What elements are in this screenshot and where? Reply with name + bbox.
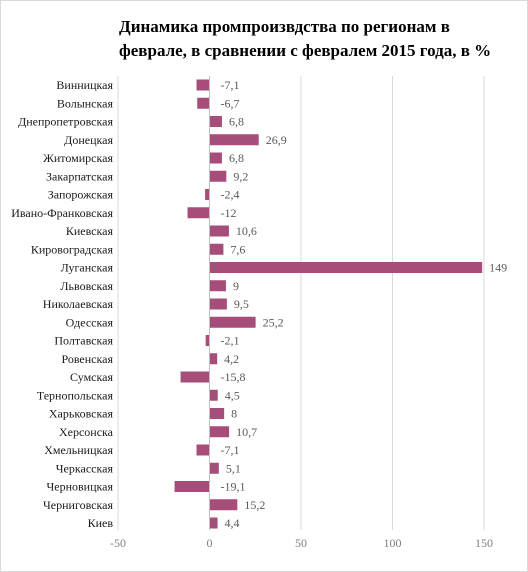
category-label-20: Херсонска xyxy=(59,425,114,439)
bar-7 xyxy=(205,189,210,200)
value-label-16: 4,2 xyxy=(224,352,239,366)
category-label-2: Волынская xyxy=(57,96,114,110)
value-label-10: 7,6 xyxy=(230,242,245,256)
bar-2 xyxy=(197,97,210,109)
category-label-21: Хмельницкая xyxy=(44,443,113,457)
value-label-12: 9 xyxy=(233,279,239,293)
x-axis-ticks: -50 0 50 100 150 xyxy=(110,536,493,550)
value-label-14: 25,2 xyxy=(263,315,284,329)
bar-21 xyxy=(196,444,210,456)
bar-6 xyxy=(209,170,227,182)
bar-8 xyxy=(187,207,210,219)
value-label-19: 8 xyxy=(231,407,237,421)
category-label-15: Полтавская xyxy=(54,334,113,348)
x-tick-label-2: 0 xyxy=(207,536,213,550)
bar-1 xyxy=(196,79,210,91)
chart-title: Динамика промпроизвдства по регионам в ф… xyxy=(101,15,521,63)
category-label-9: Киевская xyxy=(66,224,114,238)
category-label-1: Винницкая xyxy=(56,78,113,92)
value-label-18: 4,5 xyxy=(225,388,240,402)
category-label-17: Сумская xyxy=(70,370,113,384)
value-label-6: 9,2 xyxy=(233,169,248,183)
bar-24 xyxy=(209,499,238,511)
value-label-9: 10,6 xyxy=(236,224,257,238)
chart-title-line-2: феврале, в сравнении с февралем 2015 год… xyxy=(119,41,492,60)
category-label-13: Николаевская xyxy=(43,297,114,311)
value-label-22: 5,1 xyxy=(226,461,241,475)
bars xyxy=(174,76,483,530)
category-label-3: Днепропетровская xyxy=(18,115,113,129)
value-label-5: 6,8 xyxy=(229,151,244,165)
x-tick-label-5: 150 xyxy=(475,536,493,550)
category-label-19: Харьковская xyxy=(49,407,114,421)
category-labels: Винницкая Волынская Днепропетровская Донецк… xyxy=(11,78,113,530)
value-label-3: 6,8 xyxy=(229,115,244,129)
category-label-23: Черновицкая xyxy=(46,480,113,494)
value-label-13: 9,5 xyxy=(234,297,249,311)
category-label-7: Запорожская xyxy=(48,188,114,202)
chart-title-line-1: Динамика промпроизвдства по регионам в xyxy=(119,17,450,36)
bar-17 xyxy=(180,371,210,383)
bar-20 xyxy=(209,426,230,438)
value-label-8: -12 xyxy=(221,206,237,220)
value-label-1: -7,1 xyxy=(221,78,240,92)
bar-18 xyxy=(209,389,218,401)
category-label-14: Одесская xyxy=(66,315,114,329)
category-label-25: Киев xyxy=(88,516,114,530)
category-label-8: Ивано-Франковская xyxy=(11,206,113,220)
bar-3 xyxy=(209,116,222,127)
value-label-21: -7,1 xyxy=(221,443,240,457)
bar-5 xyxy=(209,152,222,164)
category-label-22: Черкасская xyxy=(56,461,114,475)
bar-11 xyxy=(209,262,483,273)
category-label-6: Закарпатская xyxy=(46,169,113,183)
value-label-23: -19,1 xyxy=(221,480,246,494)
category-label-11: Луганская xyxy=(61,261,114,275)
x-tick-label-1: -50 xyxy=(110,536,126,550)
value-label-25: 4,4 xyxy=(225,516,240,530)
value-label-15: -2,1 xyxy=(221,334,240,348)
category-label-4: Донецкая xyxy=(64,133,113,147)
bar-10 xyxy=(209,243,224,255)
category-label-16: Ровенская xyxy=(61,352,113,366)
gridlines xyxy=(117,76,485,530)
bar-25 xyxy=(209,517,218,529)
bar-23 xyxy=(174,481,210,492)
bar-22 xyxy=(209,462,219,474)
value-labels: -7,1 -6,7 6,8 26,9 6,8 9,2 -2,4 -12 10,6 7,6 149 9 9… xyxy=(221,78,508,530)
x-tick-label-3: 50 xyxy=(295,536,307,550)
value-label-20: 10,7 xyxy=(236,425,257,439)
x-tick-label-4: 100 xyxy=(384,536,402,550)
bar-4 xyxy=(209,134,259,146)
bar-9 xyxy=(209,225,229,237)
bar-14 xyxy=(209,316,256,328)
value-label-24: 15,2 xyxy=(244,498,265,512)
value-label-11: 149 xyxy=(489,261,507,275)
category-label-10: Кировоградская xyxy=(31,242,114,256)
bar-16 xyxy=(209,353,218,365)
bar-19 xyxy=(209,408,225,419)
value-label-7: -2,4 xyxy=(221,188,240,202)
value-label-2: -6,7 xyxy=(221,96,240,110)
category-label-24: Черниговская xyxy=(43,498,113,512)
bar-13 xyxy=(209,298,227,310)
category-label-12: Львовская xyxy=(60,279,113,293)
value-label-4: 26,9 xyxy=(266,133,287,147)
category-label-18: Тернопольская xyxy=(37,388,114,402)
bar-15 xyxy=(205,335,210,346)
bar-12 xyxy=(209,280,226,292)
value-label-17: -15,8 xyxy=(221,370,246,384)
category-label-5: Житомирская xyxy=(43,151,113,165)
